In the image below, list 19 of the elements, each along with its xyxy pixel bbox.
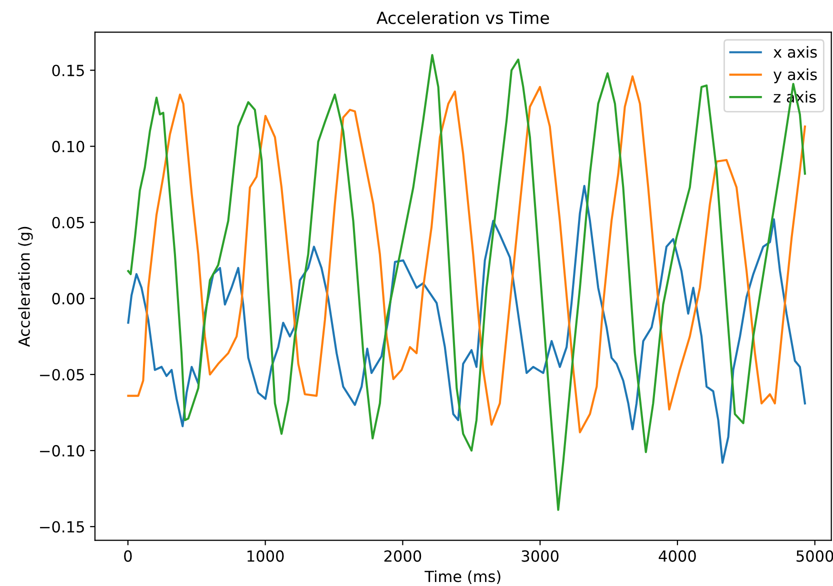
- x-tick-label: 2000: [384, 550, 422, 562]
- y-tick-label: 0.10: [52, 140, 84, 152]
- x-tick-label: 3000: [522, 550, 559, 562]
- line-series: [127, 184, 806, 464]
- legend-label: y axis: [774, 68, 817, 84]
- y-tick-label: 0.05: [52, 216, 84, 228]
- x-tick-label: 4000: [658, 550, 696, 562]
- x-tick-label: 5000: [796, 550, 833, 562]
- y-tick-label: −0.05: [40, 368, 84, 381]
- x-axis-title: Time (ms): [424, 570, 500, 584]
- x-tick-label: 1000: [248, 550, 284, 562]
- y-tick-label: 0.00: [52, 292, 84, 304]
- x-tick-label: 0: [124, 550, 132, 562]
- chart-title: Acceleration vs Time: [376, 11, 550, 24]
- legend-label: x axis: [774, 46, 817, 58]
- y-tick-label: 0.15: [52, 64, 84, 76]
- y-tick-label: −0.15: [40, 521, 84, 533]
- y-tick-label: −0.10: [40, 445, 84, 457]
- y-axis-title: Acceleration (g): [18, 226, 33, 347]
